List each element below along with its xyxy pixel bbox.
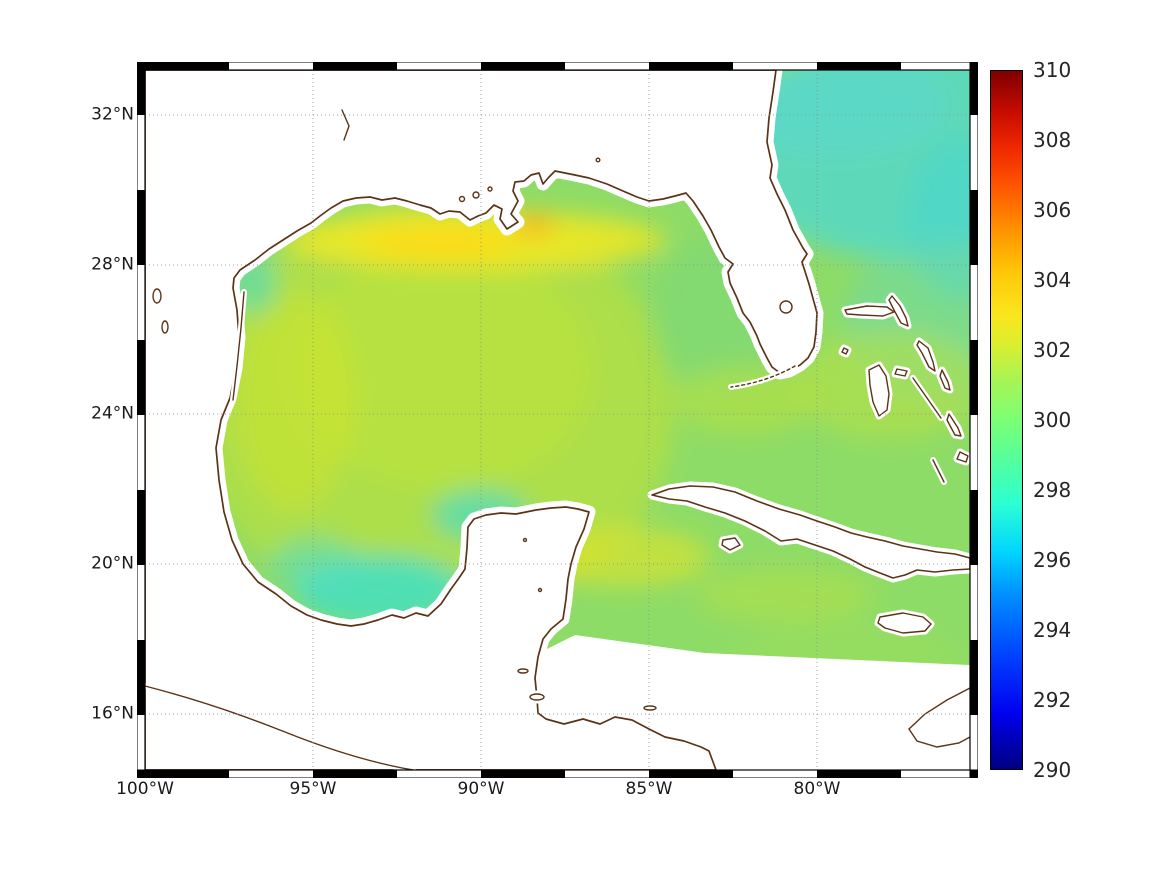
map-frame [137, 62, 978, 778]
x-tick-label: 80°W [793, 779, 841, 799]
y-tick-label: 32°N [91, 104, 134, 125]
colorbar-tick-label: 290 [1033, 758, 1072, 782]
y-tick-label: 28°N [91, 254, 134, 275]
x-tick-label: 85°W [625, 779, 673, 799]
colorbar-tick-label: 310 [1033, 58, 1072, 82]
y-tick-label: 20°N [91, 553, 134, 574]
map-plot [137, 62, 978, 778]
gridlines [145, 70, 970, 770]
colorbar [990, 70, 1023, 770]
colorbar-tick-label: 304 [1033, 268, 1072, 292]
y-tick-label: 24°N [91, 403, 134, 424]
colorbar-tick-label: 300 [1033, 408, 1072, 432]
colorbar-tick-label: 306 [1033, 198, 1072, 222]
x-tick-label: 100°W [116, 779, 174, 799]
colorbar-tick-label: 308 [1033, 128, 1072, 152]
colorbar-tick-label: 294 [1033, 618, 1072, 642]
colorbar-tick-label: 296 [1033, 548, 1072, 572]
x-tick-label: 95°W [289, 779, 337, 799]
colorbar-tick-label: 298 [1033, 478, 1072, 502]
colorbar-tick-label: 302 [1033, 338, 1072, 362]
colorbar-tick-label: 292 [1033, 688, 1072, 712]
y-tick-label: 16°N [91, 703, 134, 724]
x-tick-label: 90°W [457, 779, 505, 799]
